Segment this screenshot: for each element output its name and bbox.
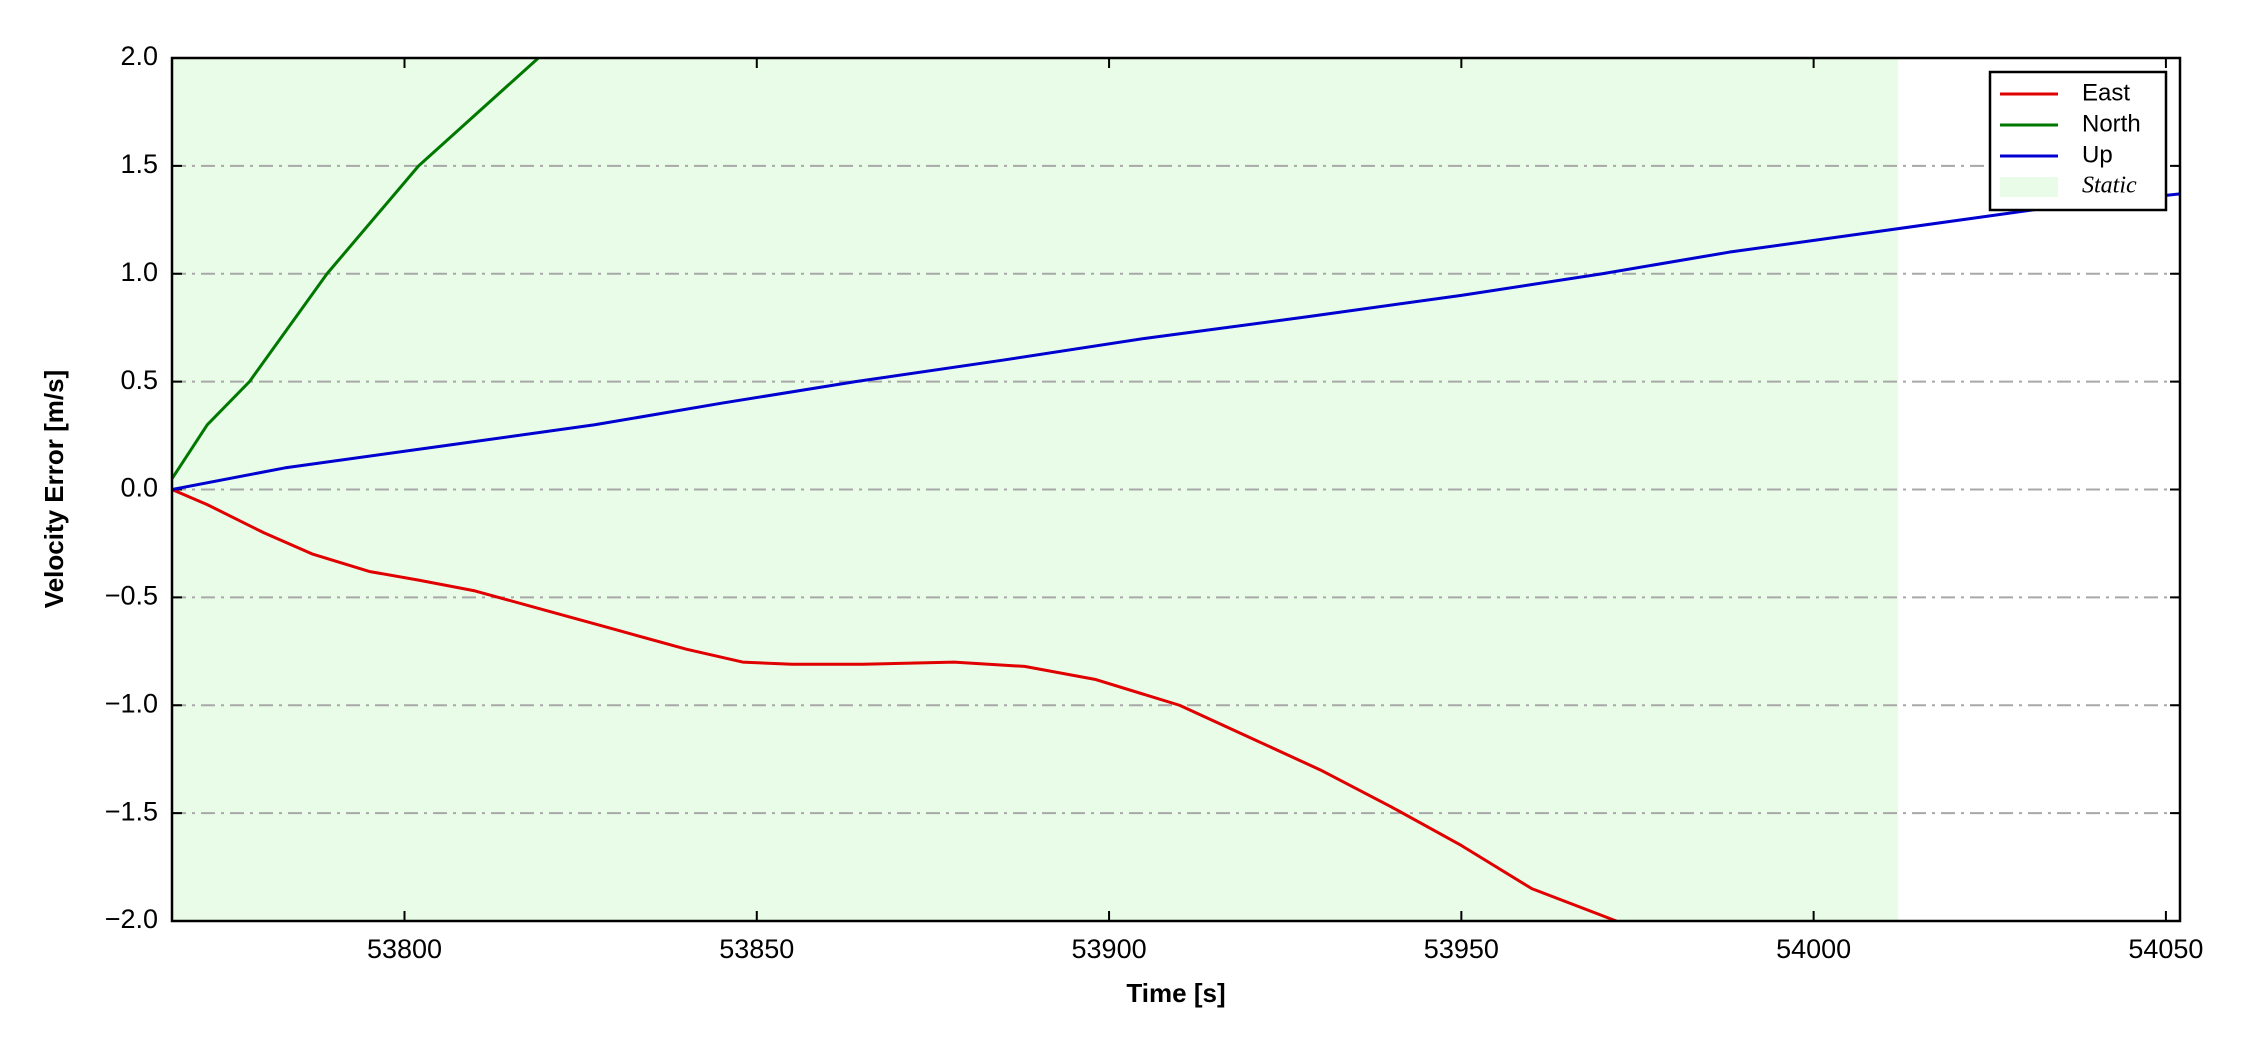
legend-label: Static (2082, 173, 2137, 199)
y-tick-label: 1.5 (120, 149, 158, 179)
y-tick-label: 0.0 (120, 473, 158, 503)
legend-label: North (2082, 110, 2141, 137)
y-tick-label: −0.5 (105, 581, 158, 611)
legend-label: East (2082, 79, 2130, 106)
plot-frame (170, 56, 2182, 923)
x-tick-label: 54000 (1776, 934, 1851, 964)
legend-swatch (2000, 177, 2058, 197)
x-tick-label: 53850 (719, 934, 794, 964)
y-tick-label: 2.0 (120, 41, 158, 71)
y-axis-label: Velocity Error [m/s] (39, 370, 69, 608)
x-axis-label: Time [s] (1126, 978, 1225, 1008)
legend-label: Up (2082, 141, 2113, 168)
line (172, 192, 2180, 491)
x-tick-label: 53900 (1072, 934, 1147, 964)
x-tick-label: 53800 (367, 934, 442, 964)
y-tick-label: −1.5 (105, 796, 158, 826)
y-tick-label: 1.0 (120, 257, 158, 287)
plot-area (172, 58, 2180, 921)
x-tick-label: 53950 (1424, 934, 1499, 964)
y-tick-label: 0.5 (120, 365, 158, 395)
x-tick-label: 54050 (2128, 934, 2203, 964)
line (172, 58, 540, 480)
y-tick-label: −2.0 (105, 904, 158, 934)
line (172, 488, 1617, 921)
y-tick-label: −1.0 (105, 688, 158, 718)
